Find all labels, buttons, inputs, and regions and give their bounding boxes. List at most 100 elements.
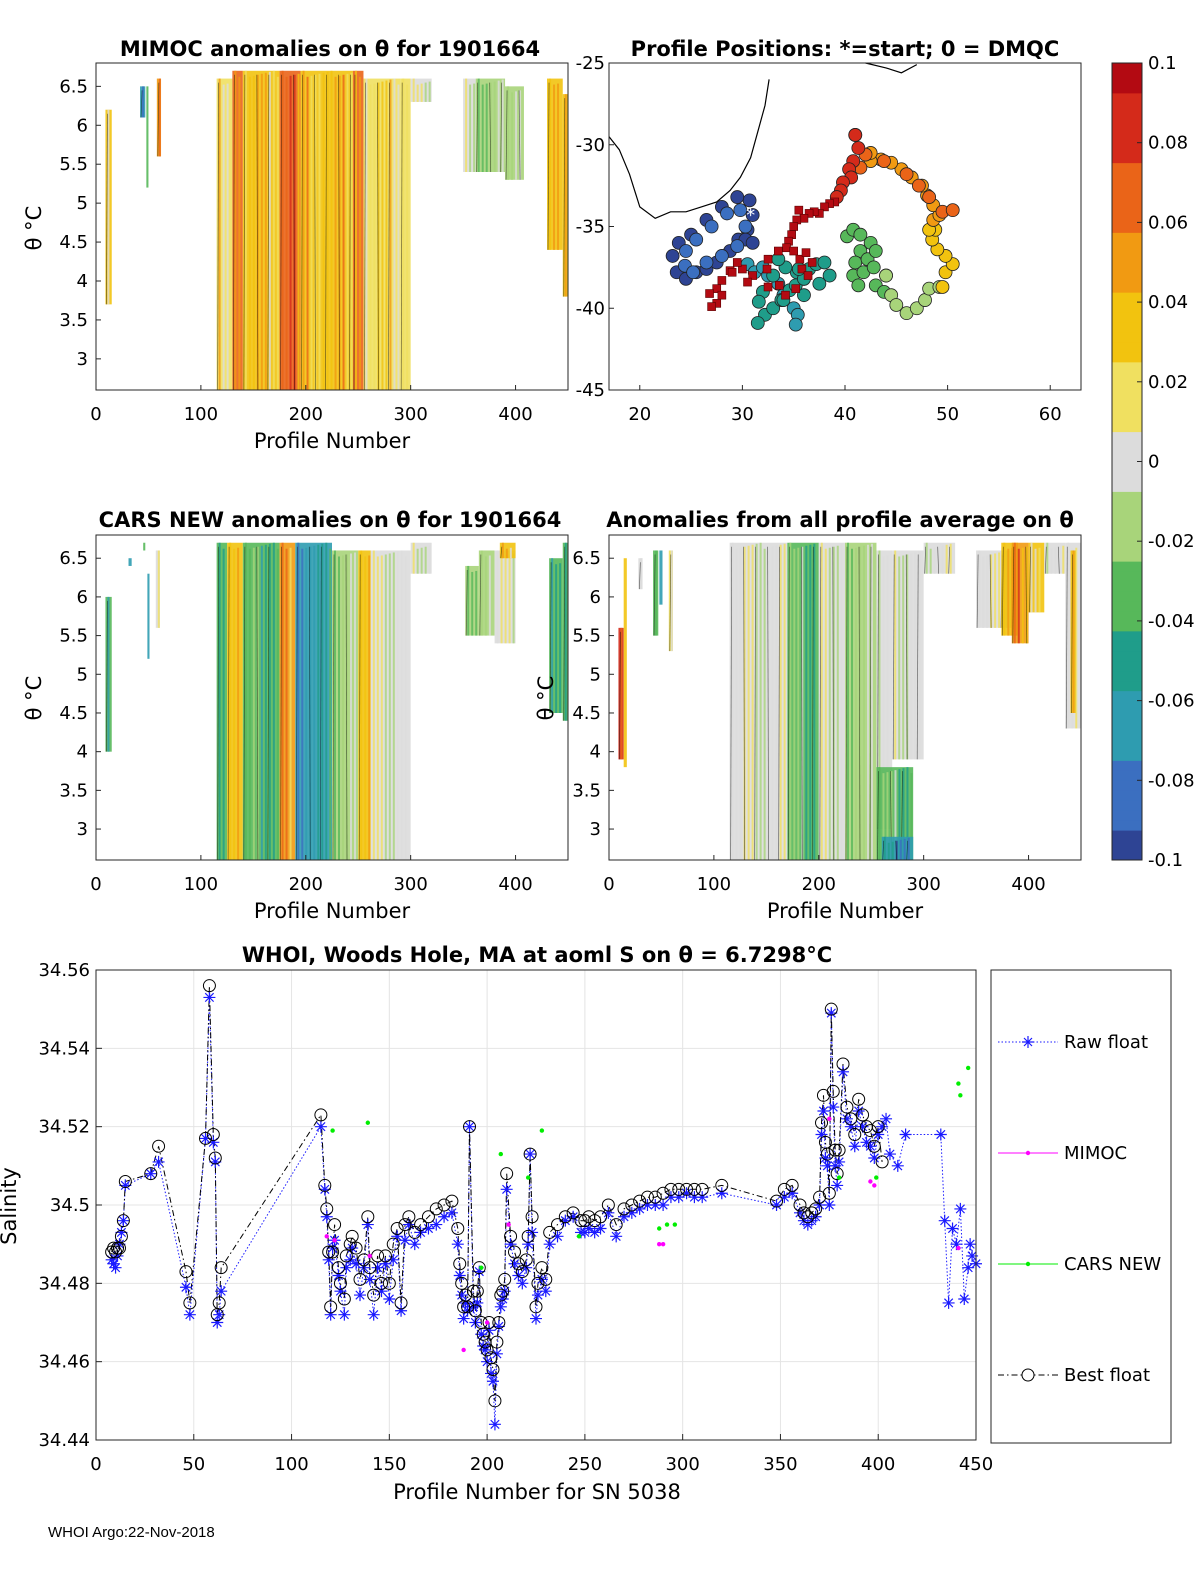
best-float-point-58 <box>461 1300 475 1314</box>
mimoc-stripe-5-0 <box>234 70 237 391</box>
allavg-stripe-18-0 <box>1030 542 1033 613</box>
best-float-point-116 <box>793 1198 807 1212</box>
allavg-stripe-0-0 <box>620 627 623 760</box>
mimoc-stripe-14-3 <box>489 82 492 172</box>
best-float-point-59 <box>463 1120 477 1134</box>
best-float-point-126 <box>822 1186 836 1200</box>
best-float-point-28 <box>337 1292 351 1306</box>
allavg-contour-5-0 <box>669 554 672 652</box>
mimoc-stripe-16-2 <box>557 83 560 250</box>
raw-float-point-17 <box>213 1308 226 1321</box>
colorbar-segment-43 <box>1112 421 1142 433</box>
raw-float-point-130 <box>831 1179 844 1192</box>
allavg-stripe-18-2 <box>1038 547 1041 613</box>
raw-float-point-109 <box>680 1187 693 1200</box>
mimoc-band-2 <box>146 86 149 188</box>
best-float-point-95 <box>578 1214 592 1228</box>
colorbar-segment-32 <box>1112 531 1142 542</box>
cars-stripe-12-7 <box>400 550 403 860</box>
allavg-contour-12-3 <box>895 840 898 861</box>
allavg-y-ticks: 3 3.5 4 4.5 5 5.5 6 6.5 <box>572 548 614 840</box>
best-float-point-110 <box>687 1182 701 1196</box>
best-float-point-39 <box>375 1276 389 1290</box>
raw-float-point-41 <box>383 1293 396 1305</box>
best-float-point-43 <box>390 1222 404 1235</box>
raw-float-point-133 <box>840 1112 853 1125</box>
allavg-ytick-2: 4 <box>590 742 601 763</box>
colorbar-segment-71 <box>1112 142 1142 154</box>
colorbar-gradient <box>1112 63 1142 861</box>
profile-position-0-3 <box>730 190 745 204</box>
profile-position-4-6 <box>851 278 866 293</box>
raw-float-point-72 <box>490 1347 503 1360</box>
colorbar-segment-67 <box>1112 182 1142 194</box>
allavg-contour-8-3 <box>832 546 835 861</box>
raw-float-point-90 <box>543 1238 556 1251</box>
cars-stripe-16-3 <box>508 554 511 644</box>
cars-stripe-10-2 <box>342 555 344 860</box>
mimoc-stripe-15-3 <box>519 90 522 180</box>
raw-float-point-16 <box>211 1316 224 1329</box>
colorbar-tick-0: 0.1 <box>1148 53 1177 74</box>
allavg-contour-21-0 <box>1071 554 1073 713</box>
positions-ytick-4: -45 <box>576 380 605 401</box>
colorbar-segment-15 <box>1112 700 1142 712</box>
raw-float-point-52 <box>445 1206 458 1219</box>
salinity-y-ticks: 34.44 34.46 34.48 34.5 34.52 34.54 34.56 <box>38 960 102 1451</box>
allavg-contour-14-6 <box>948 546 951 574</box>
salinity-xtick-7: 350 <box>763 1454 797 1475</box>
raw-float-point-125 <box>821 1159 834 1172</box>
best-float-point-77 <box>500 1167 514 1181</box>
best-float-point-18 <box>214 1261 228 1275</box>
raw-float-point-75 <box>496 1293 509 1305</box>
allavg-stripe-11-7 <box>906 767 909 860</box>
mimoc-stripe-12-1 <box>416 84 419 102</box>
mimoc-stripe-6-0 <box>244 70 247 391</box>
mimoc-stripe-8-11 <box>346 73 349 391</box>
cars-stripe-10-0 <box>334 550 336 860</box>
cars-new-point-1 <box>365 1120 371 1125</box>
raw-float-point-131 <box>833 1155 846 1168</box>
cars-stripe-12-4 <box>388 553 391 860</box>
raw-float-point-141 <box>872 1128 885 1141</box>
mimoc-stripe-6-4 <box>260 73 263 391</box>
allavg-contour-13-0 <box>892 554 895 760</box>
cars-stripe-14-0 <box>467 565 470 636</box>
cars-new-point-10 <box>836 1175 842 1180</box>
mimoc-stripe-8-5 <box>322 72 325 391</box>
cars-band-10 <box>332 550 359 860</box>
raw-float-point-49 <box>422 1222 435 1235</box>
cars-x-label: Profile Number <box>254 899 411 923</box>
best-float-point-132 <box>836 1057 850 1071</box>
cars-contour-18-0 <box>549 562 552 713</box>
best-float-point-72 <box>490 1335 504 1349</box>
best-float-point-25 <box>328 1218 342 1232</box>
best-float-point-140 <box>867 1139 881 1153</box>
best-float-point-44 <box>394 1296 408 1310</box>
best-float-point-32 <box>349 1241 363 1255</box>
mimoc-contour-6-3 <box>256 74 259 391</box>
best-float-point-42 <box>386 1237 400 1251</box>
allavg-stripe-19-2 <box>1054 547 1057 574</box>
mimoc-stripe-12-3 <box>424 82 427 102</box>
allavg-stripe-14-3 <box>937 546 940 574</box>
profile-position-4-10 <box>868 244 883 258</box>
raw-float-point-84 <box>524 1148 537 1161</box>
best-float-point-70 <box>486 1363 500 1376</box>
best-float-point-92 <box>558 1210 572 1224</box>
allavg-xtick-4: 400 <box>1011 874 1045 895</box>
best-float-point-76 <box>498 1272 512 1286</box>
profile-position-9-0 <box>848 128 863 142</box>
cars-new-point-7 <box>657 1226 662 1231</box>
best-float-point-71 <box>488 1394 502 1408</box>
profile-position-11-5 <box>801 248 811 257</box>
allavg-contour-6-12 <box>778 546 780 861</box>
raw-float-point-15 <box>209 1155 222 1168</box>
salinity-panel: WHOI, Woods Hole, MA at aoml S on θ = 6.… <box>0 943 1172 1504</box>
raw-float-point-68 <box>483 1324 496 1337</box>
best-float-point-136 <box>852 1092 866 1106</box>
raw-float-point-150 <box>946 1222 959 1235</box>
colorbar-segment-3 <box>1112 820 1142 831</box>
raw-float-point-154 <box>962 1261 975 1274</box>
raw-float-line <box>111 997 977 1425</box>
